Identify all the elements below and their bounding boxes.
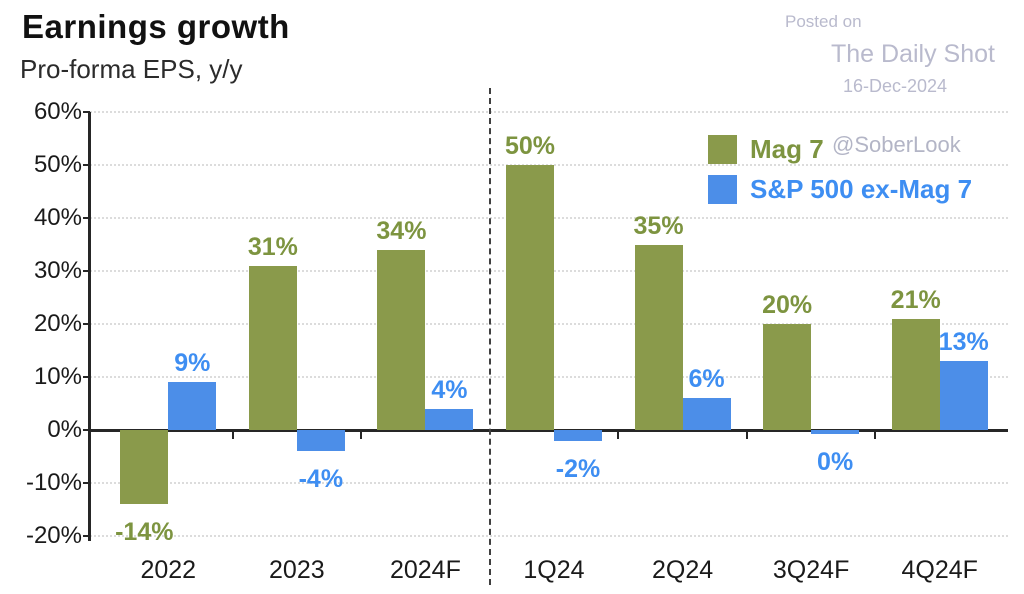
y-axis-tick-20	[83, 323, 90, 325]
y-axis-label-40: 40%	[33, 204, 82, 231]
legend-swatch-mag7	[708, 134, 737, 164]
legend-item-mag7: Mag 7	[708, 134, 972, 164]
legend-label-mag7: Mag 7	[750, 133, 824, 164]
x-axis-label-1Q24: 1Q24	[523, 556, 585, 584]
value-label-sp500-3Q24F: 0%	[817, 448, 854, 476]
bar-sp500-1Q24	[553, 430, 602, 441]
value-label-mag7-4Q24F: 21%	[890, 285, 941, 314]
bar-sp500-2022	[168, 382, 217, 430]
bar-mag7-4Q24F	[891, 318, 940, 430]
y-axis-label-0: 0%	[47, 416, 82, 443]
y-axis-tick-60	[83, 111, 90, 113]
y-axis-line	[88, 112, 91, 541]
value-label-mag7-3Q24F: 20%	[762, 291, 813, 319]
bar-mag7-1Q24	[505, 165, 554, 430]
y-axis-label--10: -10%	[25, 469, 82, 496]
y-axis-tick-50	[83, 164, 90, 166]
x-axis-tick-2	[360, 430, 363, 439]
x-axis-label-2024F: 2024F	[389, 556, 461, 584]
y-axis-label--20: -20%	[25, 522, 82, 549]
bar-sp500-4Q24F	[939, 361, 988, 430]
x-axis-label-2Q24: 2Q24	[651, 556, 714, 584]
annual-quarterly-separator-line	[488, 88, 491, 585]
bar-sp500-3Q24F	[811, 430, 860, 434]
x-axis-label-2023: 2023	[269, 556, 325, 584]
x-axis-tick-5	[745, 430, 748, 439]
chart-subtitle: Pro-forma EPS, y/y	[20, 54, 243, 84]
y-axis-label-20: 20%	[33, 310, 82, 337]
value-label-sp500-1Q24: -2%	[555, 454, 601, 483]
watermark-date: 16-Dec-2024	[843, 76, 948, 96]
y-axis-tick-30	[83, 270, 90, 272]
y-axis-label-60: 60%	[33, 98, 82, 125]
legend: Mag 7 S&P 500 ex-Mag 7	[708, 134, 972, 214]
bar-sp500-2Q24	[682, 398, 731, 430]
value-label-sp500-4Q24F: 13%	[938, 328, 989, 357]
bar-mag7-2023	[248, 265, 297, 430]
legend-item-sp500-ex-mag7: S&P 500 ex-Mag 7	[708, 174, 972, 204]
value-label-mag7-2022: -14%	[115, 518, 174, 547]
bar-mag7-2022	[120, 430, 169, 505]
x-axis-label-4Q24F: 4Q24F	[901, 556, 978, 584]
x-axis-label-3Q24F: 3Q24F	[772, 556, 850, 584]
bar-mag7-2024F	[377, 249, 426, 430]
y-axis-tick-0	[83, 429, 90, 431]
x-axis-zero-line	[90, 428, 1008, 432]
y-axis-label-50: 50%	[33, 151, 82, 178]
x-axis-label-2022: 2022	[140, 556, 197, 584]
gridline--20	[90, 535, 1008, 537]
x-axis-tick-1	[231, 430, 234, 439]
bar-mag7-2Q24	[634, 244, 683, 430]
y-axis-label-10: 10%	[33, 363, 82, 390]
value-label-sp500-2022: 9%	[174, 349, 211, 378]
value-label-sp500-2Q24: 6%	[688, 365, 725, 394]
watermark-twitter-handle: @SoberLook	[832, 132, 961, 157]
value-label-sp500-2023: -4%	[298, 465, 344, 494]
x-axis-tick-4	[617, 430, 620, 439]
legend-swatch-sp500-ex-mag7	[708, 174, 737, 204]
value-label-sp500-2024F: 4%	[431, 375, 468, 404]
y-axis-label-30: 30%	[33, 257, 82, 284]
y-axis-tick-40	[83, 217, 90, 219]
value-label-mag7-1Q24: 50%	[504, 132, 555, 160]
y-axis-tick--20	[83, 535, 90, 537]
bar-mag7-3Q24F	[763, 324, 812, 430]
chart-title: Earnings growth	[22, 8, 290, 45]
bar-sp500-2024F	[425, 408, 474, 430]
value-label-mag7-2023: 31%	[247, 232, 298, 261]
bar-sp500-2023	[296, 430, 345, 452]
value-label-mag7-2024F: 34%	[376, 216, 427, 245]
gridline-60	[90, 111, 1008, 113]
watermark-source-name: The Daily Shot	[831, 40, 995, 68]
y-axis-tick-10	[83, 376, 90, 378]
gridline--10	[90, 482, 1008, 484]
watermark-posted-on: Posted on	[785, 12, 862, 31]
y-axis-tick--10	[83, 482, 90, 484]
x-axis-tick-6	[874, 430, 877, 439]
value-label-mag7-2Q24: 35%	[633, 211, 684, 240]
legend-label-sp500-ex-mag7: S&P 500 ex-Mag 7	[750, 173, 973, 204]
